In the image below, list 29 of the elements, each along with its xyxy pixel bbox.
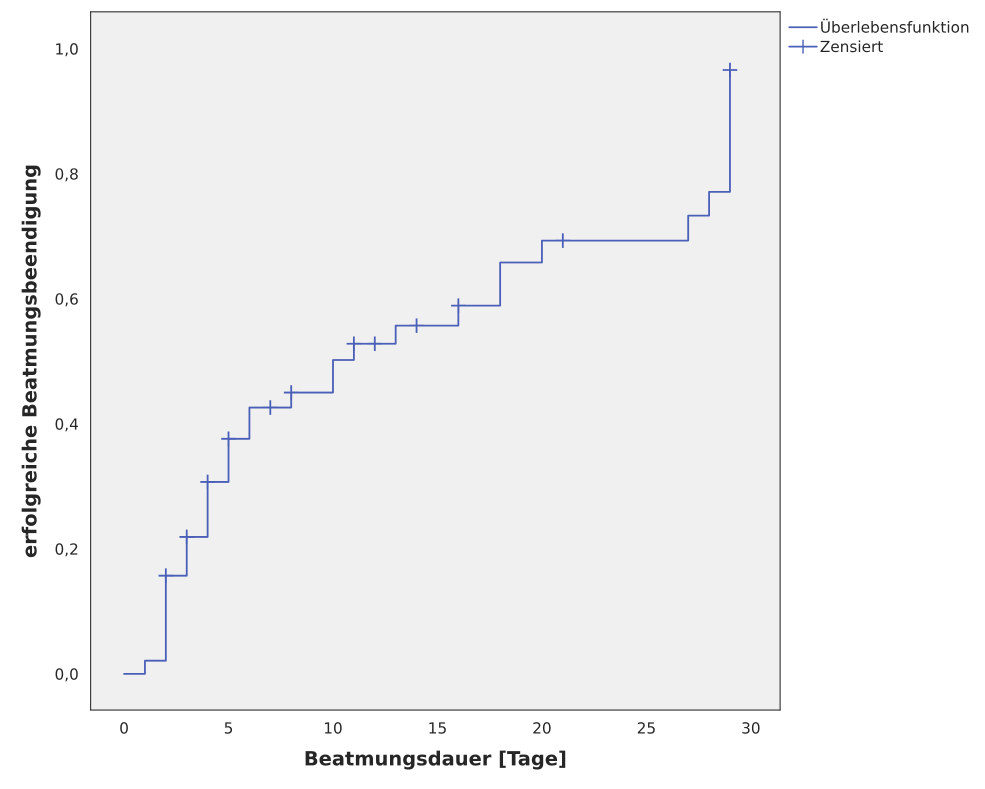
legend-label: Überlebensfunktion	[821, 18, 968, 33]
legend-label: Zensiert	[820, 40, 883, 52]
y-tick-label: 0,4	[56, 418, 78, 432]
x-tick-label: 5	[224, 722, 232, 734]
point	[722, 62, 738, 78]
point	[262, 399, 278, 416]
point	[283, 384, 300, 401]
x-axis-title: Beatmungsdauer [Tage]	[306, 750, 566, 770]
x-tick-label: 25	[638, 722, 655, 734]
y-tick-label: 0,0	[56, 668, 78, 682]
point	[158, 568, 174, 584]
point	[554, 232, 572, 249]
point	[450, 297, 467, 314]
x-tick-label: 30	[742, 722, 760, 734]
y-axis-title: erfolgreiche Beatmungsbeendigung	[22, 166, 41, 558]
y-tick-label: 0,8	[56, 168, 78, 182]
y-tick-label: 0,6	[56, 293, 78, 306]
y-tick-label: 0,2	[56, 543, 78, 556]
point	[178, 528, 195, 546]
x-tick-label: 20	[533, 722, 551, 734]
point	[199, 474, 216, 490]
x-tick-label: 10	[324, 722, 342, 734]
x-tick-label: 0	[120, 722, 128, 734]
point	[220, 430, 237, 447]
point	[408, 317, 425, 334]
y-tick-label: 1,0	[56, 43, 78, 56]
point	[366, 336, 383, 352]
point	[346, 336, 362, 352]
x-tick-label: 15	[429, 722, 446, 734]
